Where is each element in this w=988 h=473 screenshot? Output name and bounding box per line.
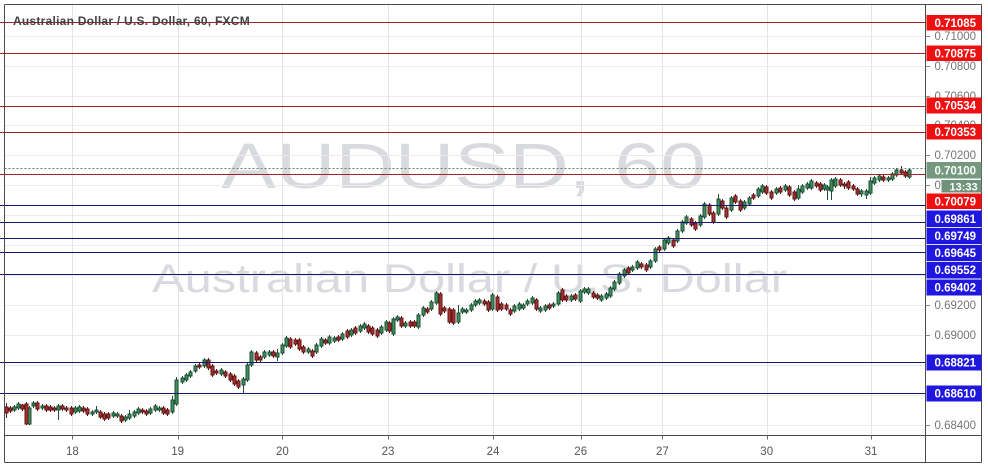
- svg-text:0.71000: 0.71000: [935, 31, 977, 43]
- svg-text:0.71085: 0.71085: [935, 18, 977, 30]
- svg-text:0.70079: 0.70079: [935, 196, 977, 208]
- svg-text:30: 30: [760, 446, 773, 458]
- svg-text:0.70875: 0.70875: [935, 49, 977, 61]
- svg-text:0.70100: 0.70100: [935, 165, 977, 177]
- svg-text:18: 18: [66, 446, 79, 458]
- svg-text:13:33: 13:33: [950, 181, 978, 193]
- svg-text:0.69749: 0.69749: [935, 231, 977, 243]
- svg-text:0.70200: 0.70200: [935, 150, 977, 162]
- svg-text:19: 19: [171, 446, 184, 458]
- svg-text:27: 27: [656, 446, 669, 458]
- svg-text:24: 24: [487, 446, 500, 458]
- svg-text:AUDUSD, 60: AUDUSD, 60: [221, 130, 706, 202]
- svg-text:0.69000: 0.69000: [935, 330, 977, 342]
- svg-text:0.70534: 0.70534: [935, 101, 977, 113]
- svg-text:0.68400: 0.68400: [935, 420, 977, 432]
- svg-text:20: 20: [276, 446, 289, 458]
- svg-text:Australian Dollar / U.S. Dolla: Australian Dollar / U.S. Dollar: [152, 257, 787, 301]
- svg-text:Australian Dollar / U.S. Dolla: Australian Dollar / U.S. Dollar, 60, FXC…: [13, 14, 250, 28]
- svg-text:23: 23: [382, 446, 395, 458]
- svg-text:0.69645: 0.69645: [935, 248, 977, 260]
- svg-text:0.70353: 0.70353: [935, 127, 977, 139]
- svg-text:0.69552: 0.69552: [935, 265, 977, 277]
- svg-text:0.68610: 0.68610: [935, 389, 977, 401]
- svg-text:0.69861: 0.69861: [935, 214, 977, 226]
- svg-text:31: 31: [865, 446, 878, 458]
- svg-text:0.69200: 0.69200: [935, 300, 977, 312]
- svg-text:0.69402: 0.69402: [935, 283, 977, 295]
- svg-text:0.68821: 0.68821: [935, 358, 977, 370]
- svg-text:0.70800: 0.70800: [935, 61, 977, 73]
- svg-text:26: 26: [574, 446, 587, 458]
